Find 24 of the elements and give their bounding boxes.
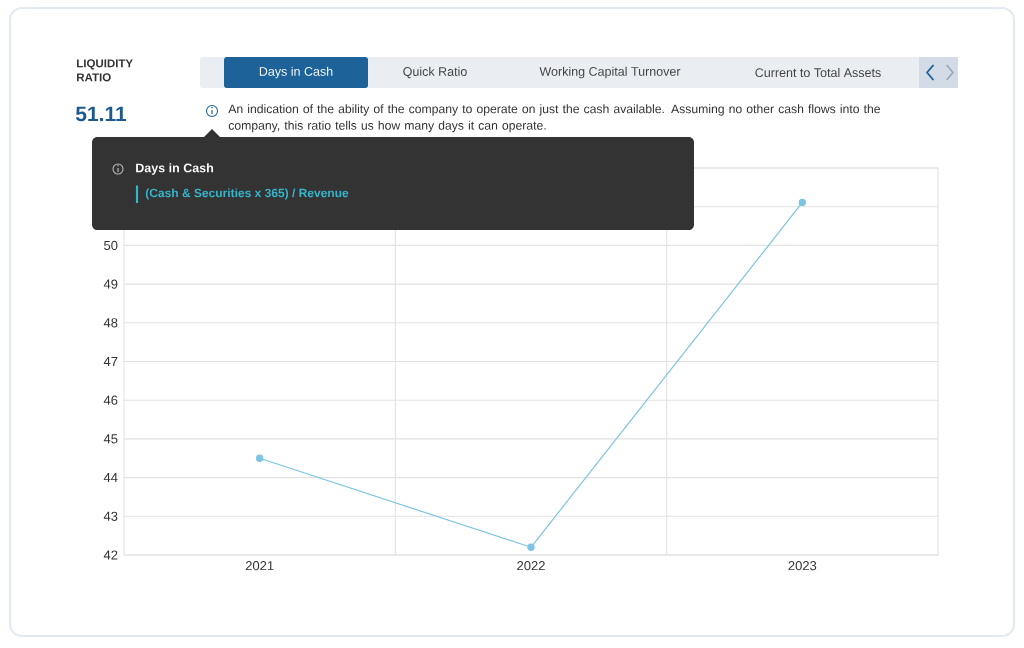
y-tick-label: 47 <box>103 357 118 366</box>
y-tick-label: 44 <box>103 473 118 483</box>
y-tick-label: 46 <box>103 395 118 405</box>
text: An indication of the ability of the company to operate on just the cash available. Assuming no other cash flows into the company, this ratio tells us how many days it can operate. <box>228 104 880 133</box>
x-tick-label: 2022 <box>517 561 545 571</box>
chart-title: LIQUIDITY RATIO <box>77 59 133 82</box>
text: Days in Cash <box>259 66 333 79</box>
point <box>798 198 806 207</box>
y-tick-label: 43 <box>103 511 118 521</box>
y-tick-label: 42 <box>103 550 118 560</box>
x-tick-label: 2021 <box>245 561 274 571</box>
annotation: Days in Cash <box>136 163 214 175</box>
annotation: (Cash & Securities x 365) / Revenue <box>145 188 349 200</box>
x-tick-label: 2023 <box>788 561 817 571</box>
text: Working Capital Turnover <box>539 66 681 79</box>
point <box>527 543 535 551</box>
y-tick-label: 45 <box>103 434 118 444</box>
y-tick-label: 49 <box>103 279 118 289</box>
y-tick-label: 48 <box>103 318 118 328</box>
text: Current to Total Assets <box>755 67 881 78</box>
chart-subtitle: 51.11 <box>75 106 127 122</box>
point <box>256 454 264 462</box>
text: Quick Ratio <box>403 66 467 79</box>
y-tick-label: 50 <box>104 240 118 250</box>
